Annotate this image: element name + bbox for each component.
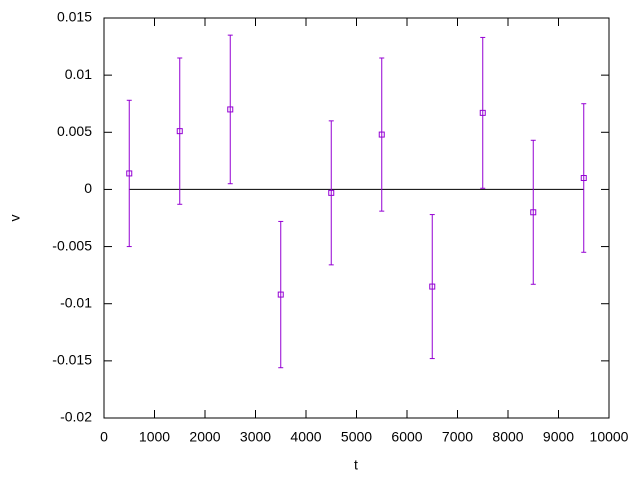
x-tick-label: 9000: [543, 429, 574, 445]
point: [328, 189, 335, 196]
point: [126, 170, 133, 177]
x-tick-label: 0: [100, 429, 108, 445]
point: [580, 175, 587, 181]
point: [378, 131, 385, 138]
error-bar: [227, 34, 233, 185]
point: [227, 106, 234, 113]
error-bar: [278, 220, 284, 369]
x-tick-label: 8000: [492, 429, 523, 445]
point: [429, 283, 436, 290]
y-tick-label: 0.01: [65, 66, 92, 82]
y-tick-label: 0: [84, 180, 92, 196]
x-tick-label: 10000: [590, 429, 629, 445]
error-bar: [480, 36, 486, 189]
error-bar: [379, 57, 385, 212]
y-tick-label: 0.015: [57, 9, 92, 25]
y-tick-label: -0.01: [60, 294, 92, 310]
y-tick-label: -0.015: [52, 352, 92, 368]
y-tick-label: -0.02: [60, 409, 92, 425]
error-bar: [177, 57, 183, 205]
x-tick-label: 3000: [240, 429, 271, 445]
error-bar: [429, 214, 435, 360]
plot-border: [103, 17, 610, 419]
x-tick-label: 5000: [341, 429, 372, 445]
error-bar: [126, 99, 132, 248]
x-tick-label: 4000: [290, 429, 321, 445]
error-bar: [328, 120, 334, 266]
y-axis-label: v: [7, 215, 23, 222]
y-tick-label: -0.005: [52, 237, 92, 253]
point: [176, 128, 183, 135]
x-tick-label: 2000: [189, 429, 220, 445]
point: [277, 291, 284, 298]
error-bar: [530, 139, 536, 285]
x-tick-label: 1000: [139, 429, 170, 445]
x-axis-label: t: [354, 457, 358, 473]
y-tick-label: 0.005: [57, 123, 92, 139]
x-tick-label: 6000: [391, 429, 422, 445]
x-tick-label: 7000: [442, 429, 473, 445]
point: [479, 109, 486, 116]
error-bar: [581, 103, 587, 253]
point: [530, 209, 537, 216]
